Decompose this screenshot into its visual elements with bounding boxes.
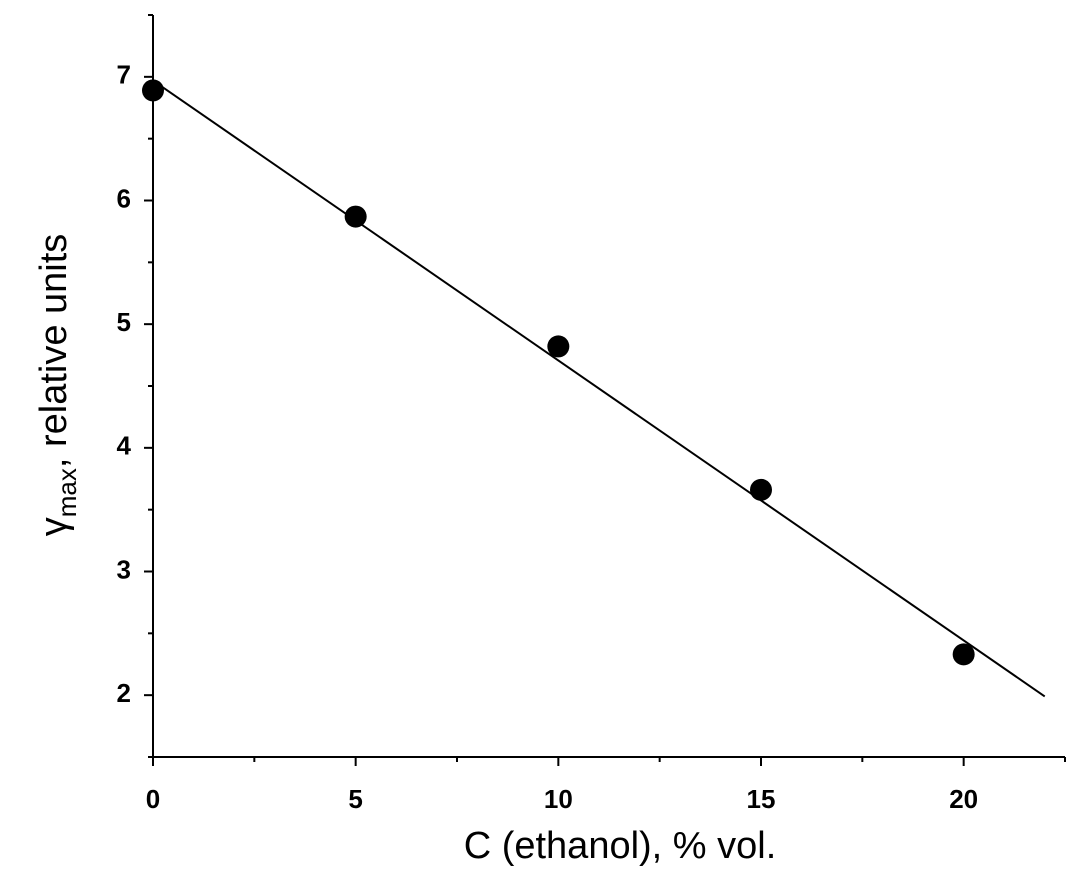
x-tick-label: 20 bbox=[949, 784, 978, 814]
x-tick-label: 0 bbox=[146, 784, 160, 814]
data-point bbox=[750, 478, 772, 501]
y-tick-label: 7 bbox=[117, 60, 131, 90]
y-label-symbol: γ bbox=[33, 517, 75, 536]
y-tick-label: 4 bbox=[117, 431, 132, 461]
fit-line bbox=[152, 79, 1046, 698]
x-tick-label: 10 bbox=[544, 784, 573, 814]
y-axis-label: γmax, relative units bbox=[33, 234, 82, 537]
x-tick-label: 15 bbox=[747, 784, 776, 814]
x-axis-label: C (ethanol), % vol. bbox=[464, 825, 777, 867]
data-point bbox=[142, 79, 164, 102]
data-point bbox=[547, 335, 570, 358]
data-point bbox=[952, 643, 975, 666]
y-tick-label: 5 bbox=[117, 307, 131, 337]
y-tick-label: 6 bbox=[117, 183, 131, 213]
data-point bbox=[344, 205, 367, 228]
y-tick-label: 2 bbox=[117, 678, 131, 708]
y-label-text: , relative units bbox=[33, 234, 75, 468]
x-tick-label: 5 bbox=[348, 784, 362, 814]
y-label-subscript: max bbox=[52, 468, 82, 517]
y-tick-label: 3 bbox=[117, 554, 131, 584]
